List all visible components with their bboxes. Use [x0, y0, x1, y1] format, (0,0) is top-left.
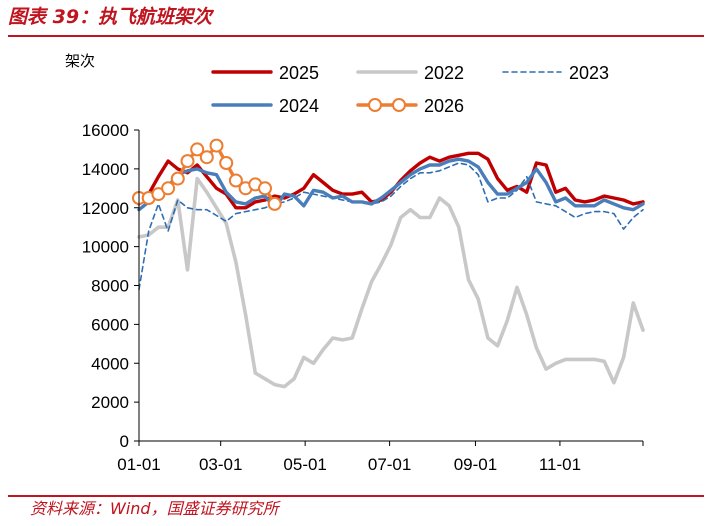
figure-title: 图表 39：执飞航班架次 [8, 6, 213, 28]
y-tick-label: 16000 [82, 121, 129, 140]
series-point-2026 [161, 181, 176, 196]
x-tick-label: 07-01 [368, 455, 411, 474]
series-layer [132, 138, 645, 389]
figure-source: 资料来源：Wind，国盛证券研究所 [30, 499, 279, 518]
legend-label-2025: 2025 [279, 63, 319, 83]
source-divider [8, 495, 704, 497]
x-tick-label: 03-01 [199, 455, 242, 474]
series-point-2026 [199, 150, 214, 165]
legend-marker-2026 [392, 98, 406, 112]
series-point-2026 [258, 181, 272, 196]
series-point-2026 [228, 173, 243, 188]
y-tick-label: 2000 [91, 393, 129, 412]
y-unit-label: 架次 [65, 52, 95, 70]
legend: 2025 2022 2023 2024 2026 [211, 63, 609, 116]
y-tick-label: 12000 [82, 199, 129, 218]
x-tick-label: 01-01 [117, 455, 160, 474]
series-line-2022 [137, 176, 645, 389]
legend-label-2026: 2026 [424, 96, 464, 116]
axes [138, 130, 643, 442]
series-point-2026 [170, 171, 185, 186]
series-point-2026 [209, 138, 224, 153]
legend-label-2024: 2024 [279, 96, 319, 116]
x-axis-ticks: 01-01 03-01 05-01 07-01 09-01 11-01 [117, 441, 644, 474]
y-tick-label: 10000 [82, 238, 129, 257]
series-point-2026 [219, 156, 234, 170]
series-point-2026 [190, 142, 205, 157]
series-point-2026 [180, 154, 195, 169]
y-tick-label: 14000 [82, 160, 129, 179]
legend-marker-2026 [368, 98, 382, 112]
legend-label-2022: 2022 [424, 63, 464, 83]
series-line-2023 [138, 162, 644, 291]
title-divider [8, 35, 704, 37]
y-tick-label: 4000 [91, 354, 129, 373]
x-tick-label: 05-01 [283, 455, 326, 474]
series-line-2024 [137, 157, 645, 212]
y-axis-ticks: 0 2000 4000 6000 8000 10000 12000 14000 16000 [82, 121, 139, 451]
y-tick-label: 0 [120, 432, 129, 451]
series-point-2026 [267, 196, 282, 211]
y-tick-label: 6000 [91, 315, 129, 334]
legend-label-2023: 2023 [569, 63, 609, 83]
y-tick-label: 8000 [91, 277, 129, 296]
x-tick-label: 11-01 [539, 455, 581, 474]
x-tick-label: 09-01 [454, 455, 497, 474]
